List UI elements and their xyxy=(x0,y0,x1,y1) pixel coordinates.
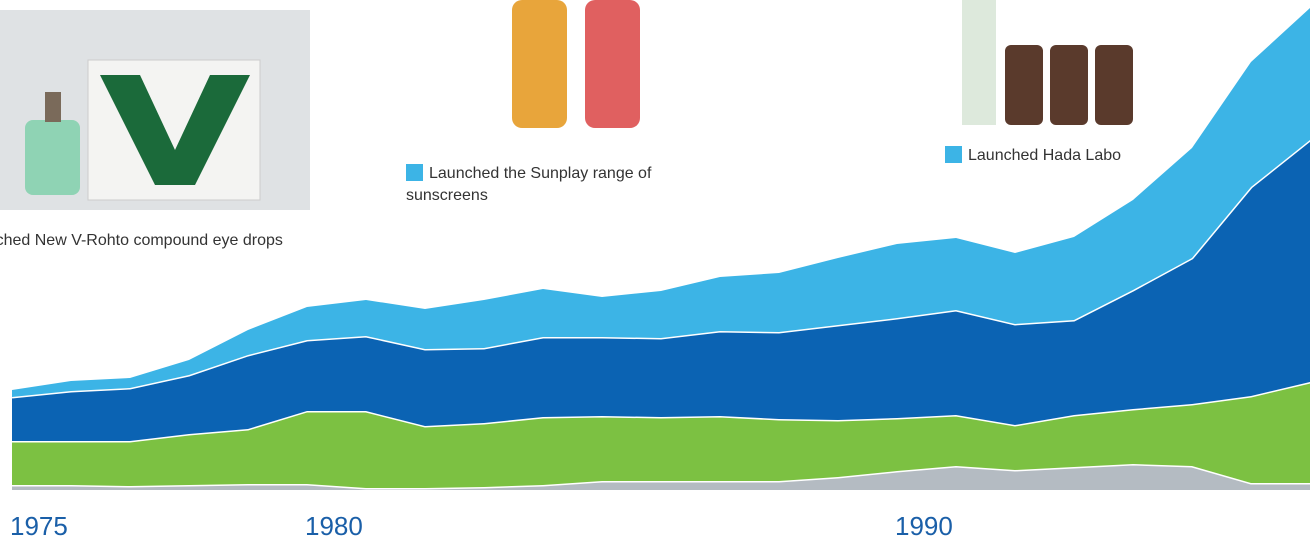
bottle-cap xyxy=(45,92,61,122)
v-rohto-bottle xyxy=(25,120,80,195)
serum-bottle xyxy=(1095,45,1133,125)
legend-square xyxy=(945,146,962,163)
x-tick-label: 1975 xyxy=(10,511,68,540)
area xyxy=(12,140,1310,441)
sunscreen-tube xyxy=(585,0,640,128)
product-images xyxy=(0,0,1133,210)
sunscreen-tube xyxy=(512,0,567,128)
area xyxy=(12,8,1310,397)
annotation: Launched Hada Labo xyxy=(945,145,1245,167)
legend-square xyxy=(406,164,423,181)
v-logo xyxy=(100,75,250,185)
annotation-text: Launched Hada Labo xyxy=(968,147,1122,164)
x-tick-label: 1980 xyxy=(305,511,363,540)
serum-bottle xyxy=(1005,45,1043,125)
annotation-text: Launched the Sunplay range of sunscreens xyxy=(406,165,652,204)
serum-bottle xyxy=(1050,45,1088,125)
area xyxy=(12,382,1310,488)
annotation: Launched New V-Rohto compound eye drops xyxy=(0,232,283,249)
area xyxy=(12,464,1310,490)
annotation: Launched the Sunplay range of sunscreens xyxy=(406,163,736,207)
hada-labo-bottle xyxy=(962,0,996,125)
x-tick-label: 1990 xyxy=(895,511,953,540)
